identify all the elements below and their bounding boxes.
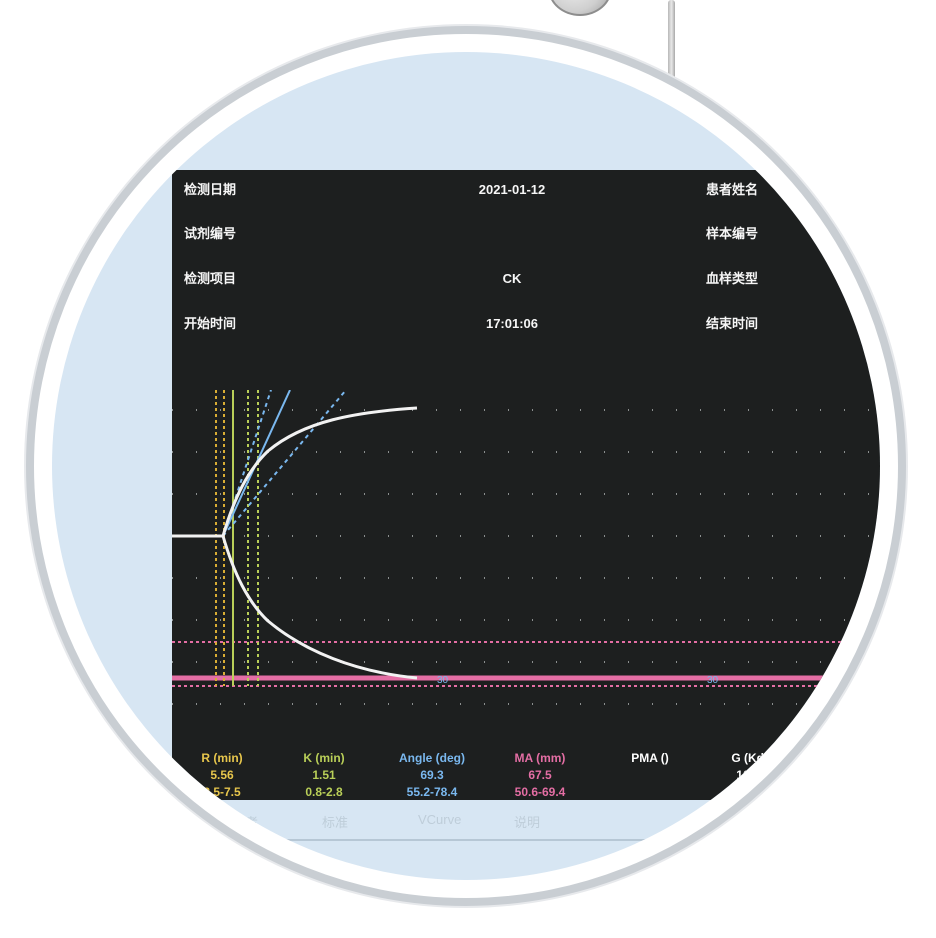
metric-range: 2.5-7.5 (203, 785, 241, 799)
metric-name: K (min) (303, 751, 345, 765)
metric-value: 0... (858, 768, 876, 782)
test-item-value: CK (502, 271, 522, 286)
tab-description[interactable]: 说明 (514, 815, 541, 830)
metric-name: MA (mm) (514, 751, 566, 765)
metric-name: PMA () (631, 751, 669, 765)
plot-grid (172, 409, 880, 705)
reagent-number-label: 试剂编号 (184, 226, 237, 241)
metric-value: 1.51 (312, 768, 336, 782)
plot-marker-2: 30 (707, 675, 719, 686)
metric-ma: MA (mm) 67.5 50.6-69.4 (490, 750, 590, 800)
teg-upper-curve (172, 406, 418, 538)
magnified-screen-circle: TE... 检测日期 2021-01-12 患者姓名 试剂编号 样本编号 检测项… (26, 26, 906, 906)
blood-type-label: 血样类型 (706, 271, 759, 286)
angle-dashed-line-2 (222, 390, 347, 537)
metric-value: 5.56 (210, 768, 234, 782)
metric-name: G (Kd/sc) (731, 751, 785, 765)
metric-angle: Angle (deg) 69.3 55.2-78.4 (382, 750, 482, 800)
device-cable-icon (668, 0, 675, 90)
info-row-test-item: 检测项目 CK 血样类型 (172, 267, 880, 291)
metric-name: R (min) (201, 751, 243, 765)
end-time-label: 结束时间 (706, 316, 759, 331)
sample-number-label: 样本编号 (706, 226, 759, 241)
metric-value: 10361.2 (736, 768, 780, 782)
detect-date-value: 2021-01-12 (478, 182, 546, 197)
info-row-date: 检测日期 2021-01-12 患者姓名 (172, 178, 880, 202)
info-row-reagent: 试剂编号 样本编号 (172, 222, 880, 246)
metric-name: EPL... (850, 751, 880, 765)
bottom-divider (164, 839, 784, 841)
start-time-value: 17:01:06 (485, 316, 539, 331)
brand-fragment: TE... (766, 159, 795, 171)
tab-vcurve[interactable]: VCurve (418, 812, 462, 827)
metric-g: G (Kd/sc) 10361.2 4.6-10.9 (708, 750, 808, 800)
patient-name-label: 患者姓名 (706, 182, 759, 197)
info-row-start-time: 开始时间 17:01:06 结束时间 (172, 312, 880, 336)
metric-range: 0.8-2.8 (305, 785, 343, 799)
metric-epl: EPL... 0... 0... (822, 750, 880, 800)
metric-pma: PMA () (600, 750, 700, 767)
metric-value: 67.5 (528, 768, 552, 782)
metric-k: K (min) 1.51 0.8-2.8 (274, 750, 374, 800)
start-time-label: 开始时间 (184, 316, 237, 331)
device-screen: 检测日期 2021-01-12 患者姓名 试剂编号 样本编号 检测项目 CK 血… (172, 170, 880, 800)
teg-lower-curve (172, 534, 418, 680)
metric-r: R (min) 5.56 2.5-7.5 (172, 750, 272, 800)
metric-range: 4.6-10.9 (735, 785, 781, 799)
device-knob-icon (548, 0, 612, 16)
screen-bottom-tabs: 参考 标准 VCurve 说明 (164, 804, 864, 844)
metric-value: 69.3 (420, 768, 444, 782)
tab-standard[interactable]: 标准 (322, 815, 349, 830)
metric-range: 55.2-78.4 (406, 785, 458, 799)
detect-date-label: 检测日期 (184, 182, 237, 197)
tab-reference[interactable]: 参考 (232, 815, 259, 830)
metric-range: 0... (858, 785, 876, 799)
metrics-strip: R (min) 5.56 2.5-7.5 K (min) 1.51 0.8-2.… (172, 750, 880, 800)
teg-curve-plot: 30 30 (172, 390, 880, 705)
metric-range: 50.6-69.4 (514, 785, 566, 799)
lens-background: TE... 检测日期 2021-01-12 患者姓名 试剂编号 样本编号 检测项… (52, 52, 880, 880)
test-item-label: 检测项目 (184, 271, 237, 286)
metric-name: Angle (deg) (399, 751, 465, 765)
plot-marker-1: 30 (437, 675, 449, 686)
